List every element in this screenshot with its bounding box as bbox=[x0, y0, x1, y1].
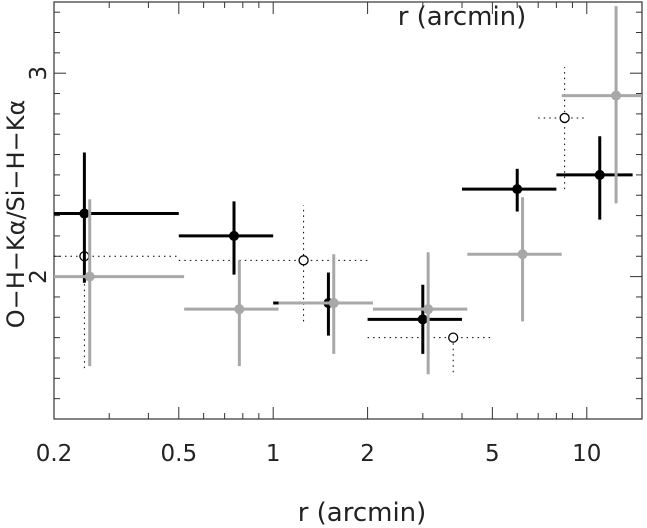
x-tick-label: 0.5 bbox=[161, 441, 198, 467]
data-point bbox=[367, 332, 493, 373]
data-point bbox=[367, 284, 462, 354]
point-marker bbox=[517, 249, 528, 260]
point-marker bbox=[234, 304, 245, 315]
point-marker bbox=[423, 304, 434, 315]
point-marker bbox=[594, 169, 605, 180]
point-marker bbox=[611, 90, 622, 101]
y-tick-label: 3 bbox=[26, 66, 52, 81]
data-point bbox=[54, 199, 185, 367]
point-marker bbox=[417, 314, 428, 325]
data-point bbox=[561, 6, 642, 204]
point-marker bbox=[328, 298, 339, 309]
x-tick-label: 2 bbox=[360, 441, 375, 467]
x-axis-label: r (arcmin) bbox=[298, 498, 427, 528]
data-point bbox=[54, 251, 179, 369]
point-marker-open bbox=[448, 332, 459, 343]
axis-ticks: 0.2 0.5 1 2 5 10 2 3 bbox=[26, 2, 642, 467]
data-point bbox=[372, 252, 468, 375]
point-marker-open bbox=[298, 255, 309, 266]
data-point bbox=[467, 197, 562, 322]
point-marker bbox=[512, 184, 523, 195]
x-tick-label: 5 bbox=[485, 441, 500, 467]
data-marks bbox=[54, 6, 642, 375]
data-point bbox=[556, 136, 633, 220]
data-point bbox=[461, 168, 557, 212]
y-tick-label: 2 bbox=[26, 269, 52, 284]
x-tick-label: 1 bbox=[266, 441, 281, 467]
data-point bbox=[54, 152, 179, 283]
data-point bbox=[278, 254, 373, 354]
point-marker-open bbox=[559, 112, 570, 124]
point-marker bbox=[229, 230, 240, 241]
data-point bbox=[538, 67, 587, 190]
data-point bbox=[178, 205, 368, 322]
top-axis-label: r (arcmin) bbox=[398, 2, 527, 32]
data-point bbox=[178, 201, 274, 275]
point-marker bbox=[84, 271, 95, 282]
data-point bbox=[184, 260, 279, 367]
point-marker bbox=[79, 208, 90, 219]
x-tick-label: 10 bbox=[572, 441, 601, 467]
plot-frame bbox=[53, 1, 643, 420]
x-tick-label: 0.2 bbox=[36, 441, 73, 467]
y-axis-label: O−H−Kα/Si−H−Kα bbox=[2, 100, 30, 329]
